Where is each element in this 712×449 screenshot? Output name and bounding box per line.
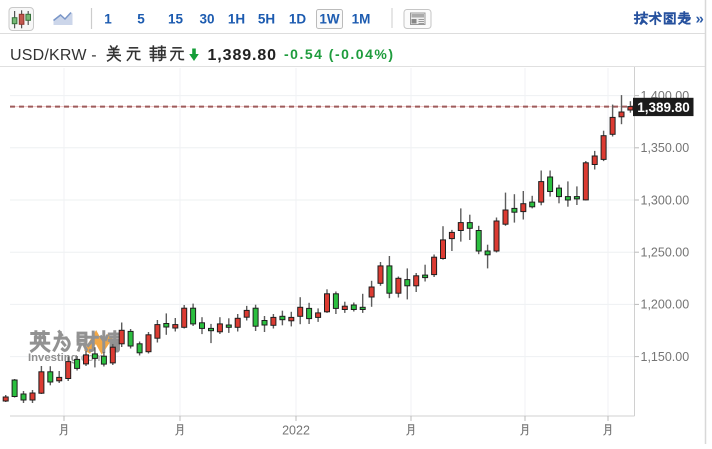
svg-text:»: » [696,11,704,28]
svg-text:5: 5 [137,12,145,27]
svg-text:1,250.00: 1,250.00 [641,246,690,260]
svg-text:1,389.80: 1,389.80 [637,100,690,115]
svg-text:5H: 5H [258,12,275,27]
svg-text:15: 15 [168,12,184,27]
svg-text:USD/KRW -: USD/KRW - [10,47,97,64]
svg-text:-0.54 (-0.04%): -0.54 (-0.04%) [284,46,394,62]
svg-text:1M: 1M [352,12,371,27]
svg-text:2022: 2022 [282,424,310,438]
svg-text:30: 30 [199,12,214,27]
svg-text:1: 1 [104,12,112,27]
svg-text:1W: 1W [319,12,340,27]
svg-text:1,150.00: 1,150.00 [641,350,690,364]
svg-text:1,350.00: 1,350.00 [641,141,690,155]
svg-text:1H: 1H [228,12,245,27]
svg-text:1,200.00: 1,200.00 [641,298,690,312]
svg-text:1D: 1D [289,12,307,27]
svg-text:1,300.00: 1,300.00 [641,193,690,207]
svg-text:1,389.80: 1,389.80 [208,47,277,64]
